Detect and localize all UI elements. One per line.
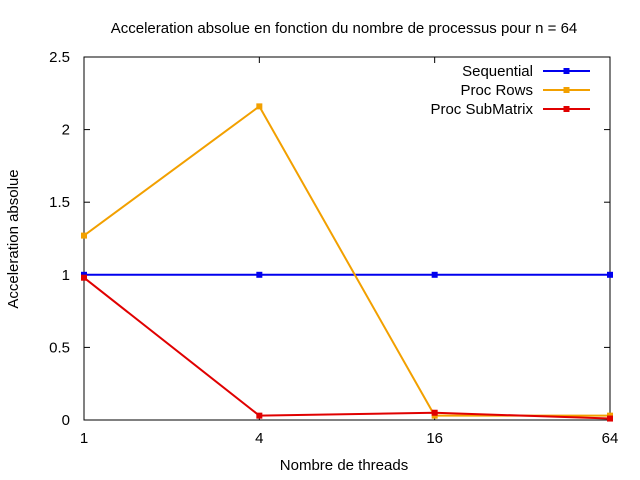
data-point-sequential: [256, 271, 263, 278]
data-point-proc-submatrix: [431, 409, 438, 416]
data-point-sequential: [607, 271, 613, 278]
x-tick-label: 16: [426, 430, 443, 447]
data-point-sequential: [431, 271, 438, 278]
y-tick-label: 0: [62, 412, 70, 429]
x-axis-label: Nombre de threads: [280, 457, 408, 474]
legend-label-proc-submatrix: Proc SubMatrix: [430, 101, 533, 118]
y-tick-label: 0.5: [49, 339, 70, 356]
y-tick-label: 1.5: [49, 194, 70, 211]
data-point-proc-submatrix: [607, 415, 613, 422]
legend: Sequential Proc Rows Proc SubMatrix: [430, 63, 590, 118]
chart-title: Acceleration absolue en fonction du nomb…: [111, 20, 578, 37]
data-point-proc-rows: [256, 103, 263, 110]
legend-marker-proc-rows: [563, 87, 570, 93]
data-point-proc-submatrix: [81, 274, 87, 281]
x-ticks: 1 4 16 64: [80, 57, 619, 447]
y-tick-label: 2: [62, 122, 70, 139]
x-tick-label: 1: [80, 430, 88, 447]
y-tick-label: 1: [62, 267, 70, 284]
legend-marker-sequential: [563, 68, 570, 74]
y-axis-label: Acceleration absolue: [5, 169, 22, 308]
series-layer: [81, 103, 613, 422]
series-line-proc-rows: [83, 104, 610, 417]
y-ticks: 0 0.5 1 1.5 2 2.5: [49, 49, 610, 429]
x-tick-label: 4: [255, 430, 263, 447]
legend-label-sequential: Sequential: [462, 63, 533, 80]
data-point-proc-rows: [81, 232, 87, 239]
legend-marker-proc-submatrix: [563, 106, 570, 112]
data-point-proc-submatrix: [256, 412, 263, 419]
series-line-proc-submatrix: [83, 276, 611, 420]
legend-label-proc-rows: Proc Rows: [460, 82, 533, 99]
y-tick-label: 2.5: [49, 49, 70, 66]
x-tick-label: 64: [602, 430, 619, 447]
